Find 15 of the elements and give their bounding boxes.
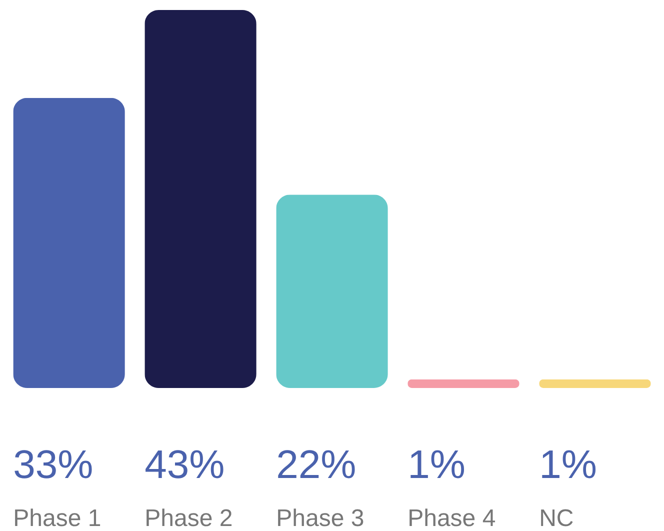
x-tick-label: Phase 2 (144, 505, 233, 531)
x-tick-label: Phase 1 (13, 505, 102, 531)
x-tick-label: NC (539, 505, 574, 531)
data-label: 43% (144, 443, 225, 487)
bar (539, 379, 651, 388)
x-tick-label: Phase 4 (408, 505, 496, 531)
data-label: 1% (408, 443, 466, 487)
x-tick-label: Phase 3 (276, 505, 364, 531)
data-label: 33% (13, 443, 94, 487)
bar (408, 379, 520, 388)
bar (144, 10, 256, 388)
data-label: 1% (539, 443, 597, 487)
bar (276, 194, 388, 388)
bar (13, 98, 125, 388)
data-label: 22% (276, 443, 356, 487)
